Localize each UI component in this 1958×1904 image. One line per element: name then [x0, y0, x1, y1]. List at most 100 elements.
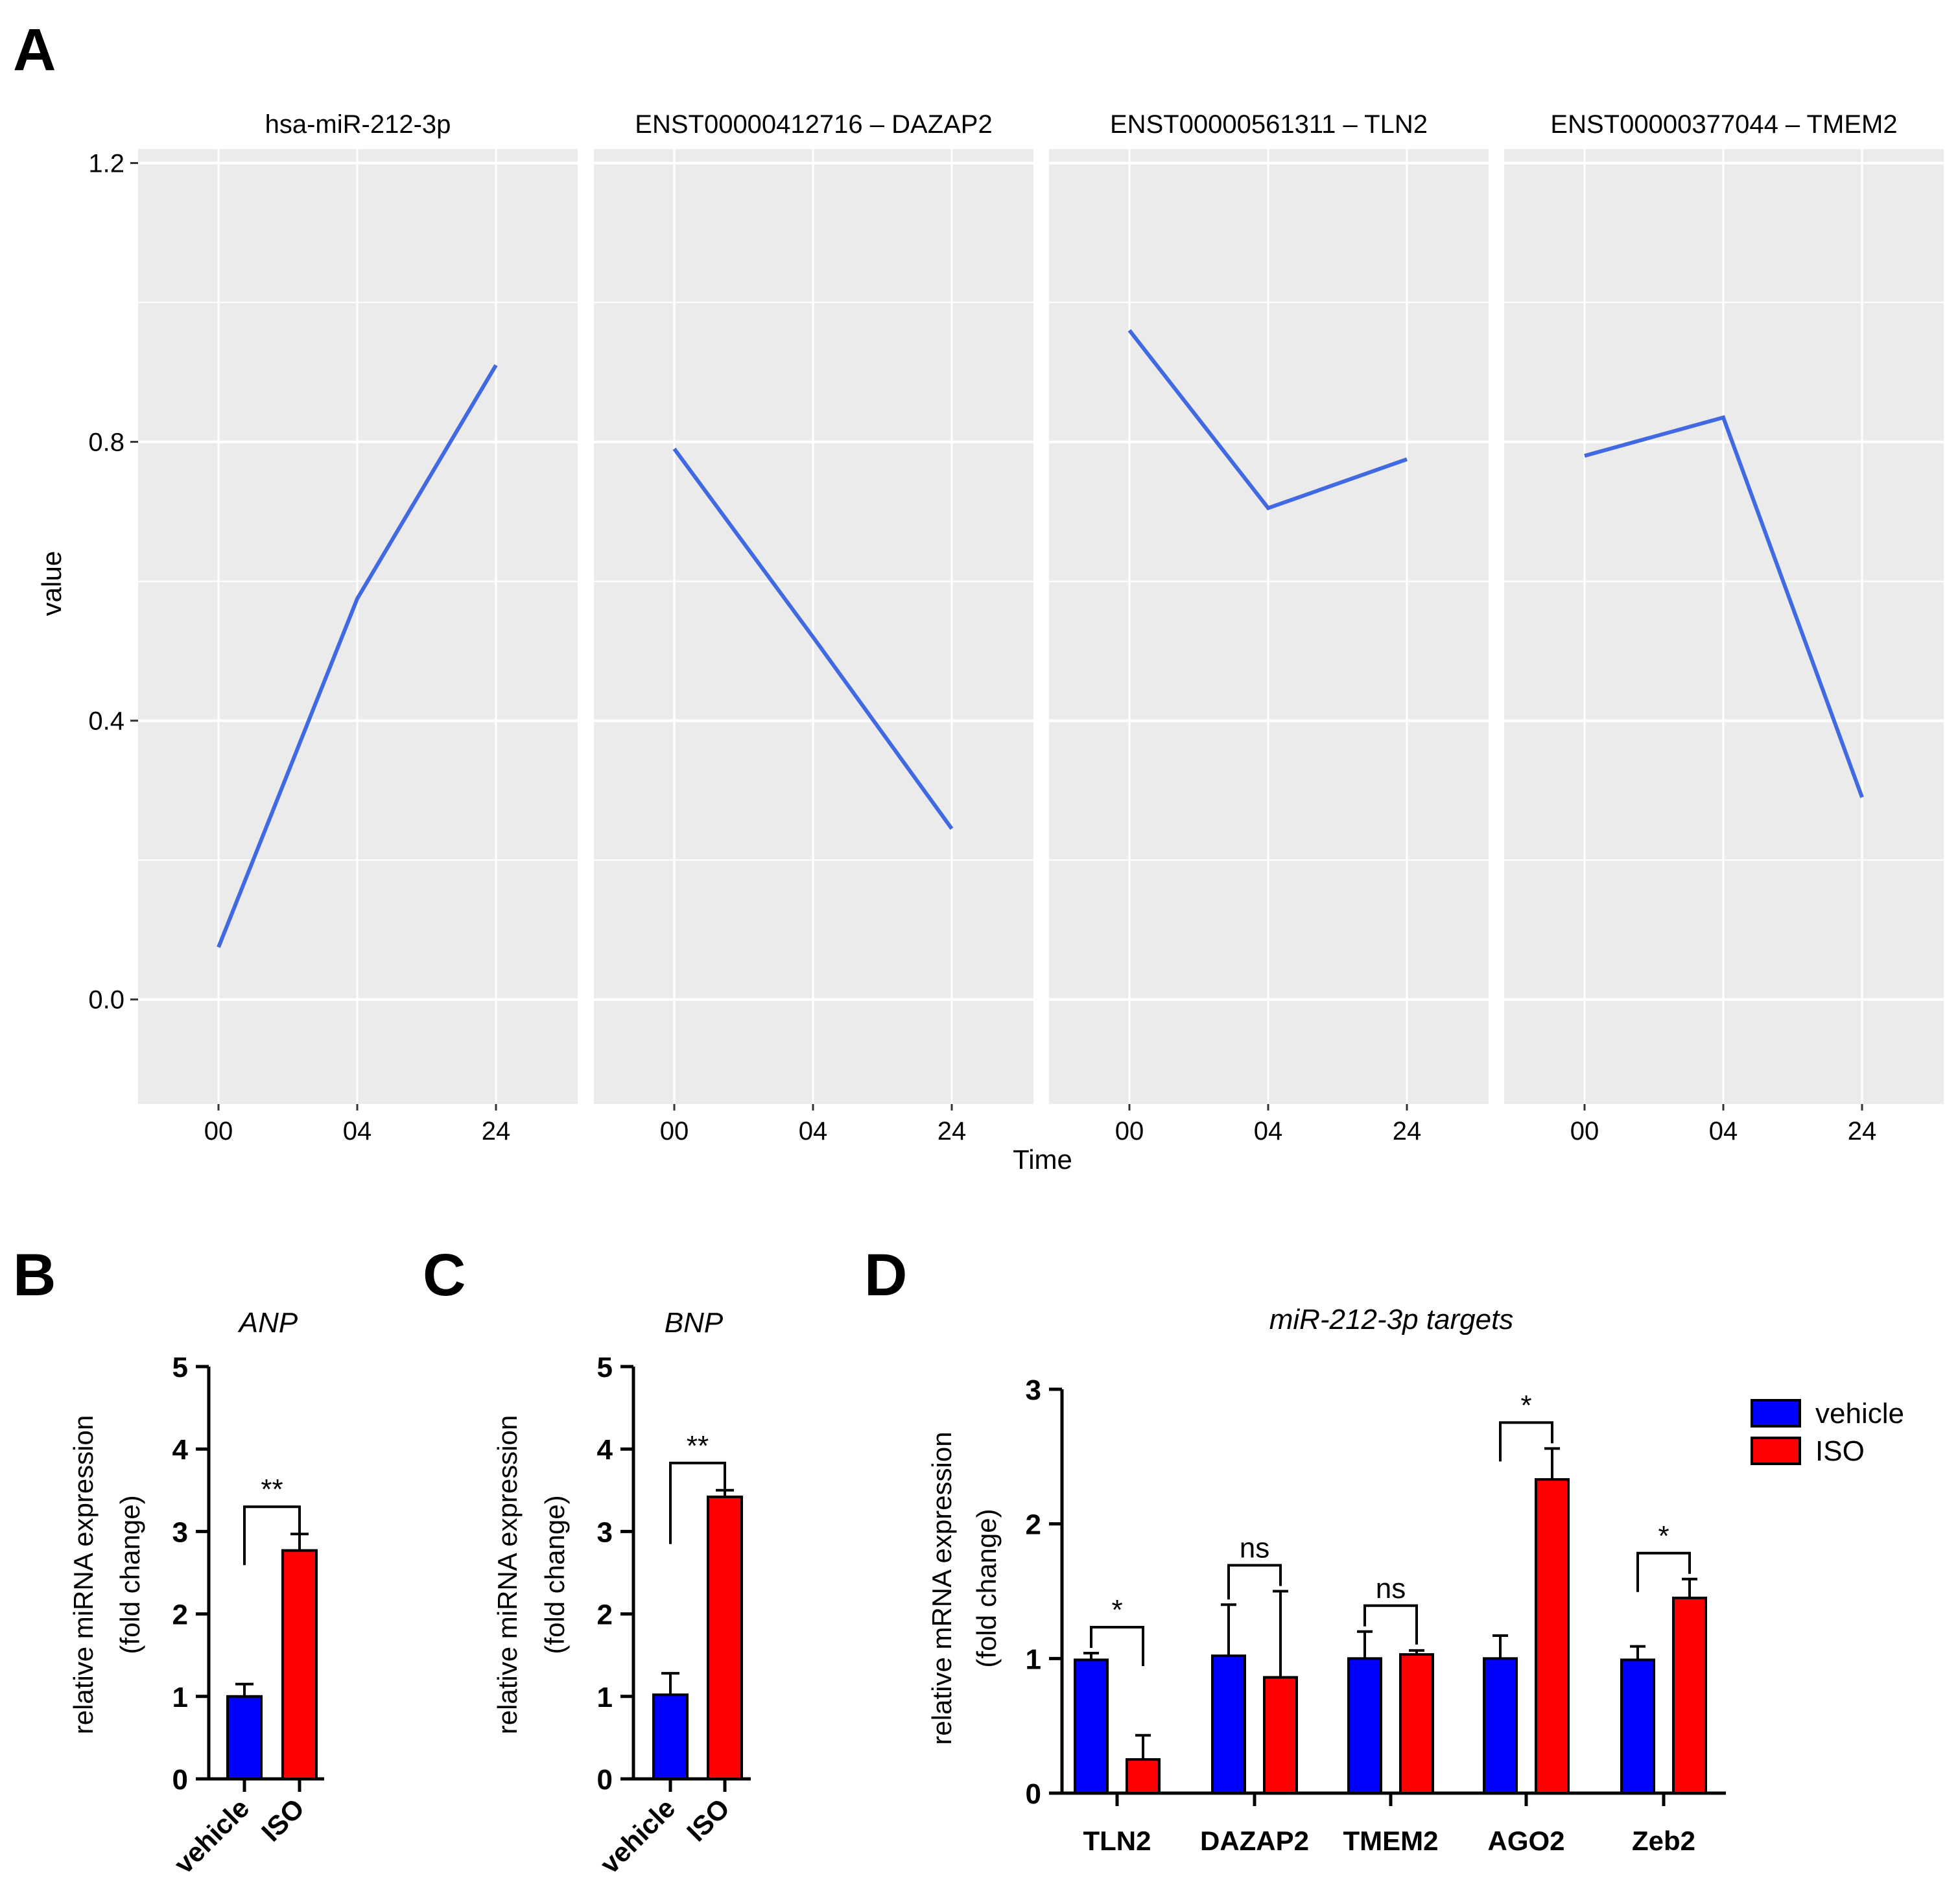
y-tick-label: 4	[172, 1434, 189, 1466]
y-tick-label: 0	[172, 1764, 188, 1796]
chart-b-anp-bar: 0 1 2 3 4 5 ANP relative miRNA expression (fold …	[68, 1307, 324, 1879]
x-tick-label: 24	[938, 1117, 967, 1146]
x-tick-label: ISO	[255, 1792, 310, 1847]
y-tick-label: 4	[597, 1434, 613, 1466]
chart-a-line-facets: hsa-miR-212-3p 00 04 24 ENST00000412716 – DA…	[36, 110, 1944, 1175]
legend-label: ISO	[1815, 1435, 1865, 1467]
y-tick-label: 0.4	[88, 707, 124, 736]
x-tick-label: vehicle	[594, 1792, 681, 1879]
y-axis-title-unit: (fold change)	[115, 1495, 145, 1654]
bar-iso	[707, 1495, 743, 1781]
y-tick-label: 2	[597, 1599, 613, 1631]
y-axis-title: value	[36, 551, 67, 616]
legend-swatch-vehicle	[1751, 1399, 1801, 1428]
y-tick-label: 1	[172, 1682, 188, 1713]
panel-label-a: A	[13, 17, 56, 83]
facet-title: ENST00000377044 – TMEM2	[1550, 110, 1897, 139]
x-tick-label: TMEM2	[1343, 1826, 1439, 1856]
bar-vehicle-tln2	[1074, 1658, 1109, 1794]
bar-iso-ago2	[1535, 1478, 1570, 1795]
x-tick-label: 00	[1115, 1117, 1144, 1146]
x-tick-label: 04	[343, 1117, 372, 1146]
bar-vehicle-zeb2	[1620, 1658, 1655, 1794]
series-line	[1127, 329, 1408, 511]
x-tick-label: AGO2	[1487, 1826, 1564, 1856]
x-tick-label: 24	[1848, 1117, 1877, 1146]
bar-iso-tmem2	[1399, 1653, 1434, 1794]
x-tick-label: Zeb2	[1632, 1826, 1695, 1856]
y-axis-title-unit: (fold change)	[539, 1495, 570, 1654]
panel-label-d: D	[864, 1242, 907, 1308]
x-tick-label: 04	[799, 1117, 828, 1146]
x-tick-label: 04	[1254, 1117, 1283, 1146]
y-axis-title-unit: (fold change)	[971, 1509, 1002, 1667]
bar-vehicle-dazap2	[1211, 1654, 1246, 1794]
series-line	[217, 364, 498, 948]
x-tick-label: 24	[482, 1117, 511, 1146]
significance-bracket	[1499, 1421, 1553, 1462]
significance-label: **	[687, 1430, 709, 1462]
x-tick-label: 00	[204, 1117, 233, 1146]
x-tick-label: 24	[1393, 1117, 1422, 1146]
significance-bracket	[1227, 1564, 1282, 1600]
panel-label-b: B	[13, 1242, 56, 1308]
y-tick-label: 0.0	[88, 986, 124, 1015]
bar-iso-dazap2	[1263, 1676, 1298, 1795]
significance-label: *	[1658, 1520, 1669, 1552]
significance-bracket	[1636, 1551, 1691, 1592]
y-tick-label: 1.2	[88, 150, 124, 178]
panel-label-c: C	[423, 1242, 466, 1308]
y-tick-label: 0.8	[88, 429, 124, 457]
x-tick-label: TLN2	[1083, 1826, 1151, 1856]
facet-title: hsa-miR-212-3p	[265, 110, 451, 139]
chart-c-bnp-bar: 0 1 2 3 4 5 BNP relative miRNA expression (fold …	[492, 1307, 751, 1879]
facet-title: ENST00000412716 – DAZAP2	[635, 110, 992, 139]
significance-label: ns	[1240, 1533, 1269, 1564]
x-axis-title: Time	[1013, 1144, 1072, 1175]
y-tick-label: 0	[597, 1764, 613, 1796]
significance-label: **	[261, 1474, 283, 1505]
bar-iso-tln2	[1126, 1758, 1161, 1794]
facet-title: ENST00000561311 – TLN2	[1110, 110, 1428, 139]
y-tick-label: 1	[597, 1682, 613, 1713]
y-tick-label: 5	[172, 1352, 188, 1383]
significance-label: *	[1520, 1389, 1531, 1421]
series-line	[1584, 415, 1864, 798]
bar-vehicle-ago2	[1483, 1657, 1518, 1794]
significance-label: *	[1111, 1594, 1122, 1626]
significance-bracket	[243, 1505, 301, 1566]
bar-vehicle	[226, 1695, 263, 1781]
x-tick-label: DAZAP2	[1200, 1826, 1309, 1856]
bar-vehicle	[652, 1693, 689, 1781]
y-axis-title: relative mRNA expression	[926, 1431, 957, 1745]
series-line	[672, 447, 954, 830]
bar-vehicle-tmem2	[1347, 1657, 1382, 1794]
x-tick-label: 00	[1570, 1117, 1599, 1146]
y-axis-title: relative miRNA expression	[68, 1415, 99, 1735]
bar-iso	[281, 1549, 318, 1780]
significance-label: ns	[1376, 1573, 1406, 1604]
x-tick-label: ISO	[681, 1792, 735, 1847]
legend-swatch-iso	[1751, 1437, 1801, 1465]
significance-bracket	[1090, 1626, 1144, 1667]
chart-title: ANP	[237, 1307, 298, 1339]
x-tick-label: 00	[660, 1117, 689, 1146]
y-tick-label: 1	[1026, 1643, 1041, 1675]
x-tick-label: vehicle	[168, 1792, 255, 1879]
significance-bracket	[669, 1461, 726, 1544]
y-tick-label: 5	[597, 1352, 613, 1383]
bar-iso-zeb2	[1672, 1596, 1707, 1794]
chart-d-targets-bar: 0 1 2 3 miR-212-3p targets relative mRNA expr…	[926, 1304, 1904, 1856]
x-tick-label: 04	[1709, 1117, 1738, 1146]
y-tick-label: 2	[172, 1599, 188, 1631]
y-axis-title: relative miRNA expression	[492, 1415, 523, 1735]
y-tick-label: 3	[1026, 1374, 1041, 1406]
y-tick-label: 3	[172, 1516, 188, 1548]
legend-label: vehicle	[1815, 1398, 1904, 1429]
chart-title: BNP	[665, 1307, 724, 1339]
significance-bracket	[1363, 1604, 1418, 1645]
y-tick-label: 3	[597, 1516, 613, 1548]
chart-title: miR-212-3p targets	[1269, 1304, 1514, 1335]
y-tick-label: 2	[1026, 1509, 1041, 1541]
